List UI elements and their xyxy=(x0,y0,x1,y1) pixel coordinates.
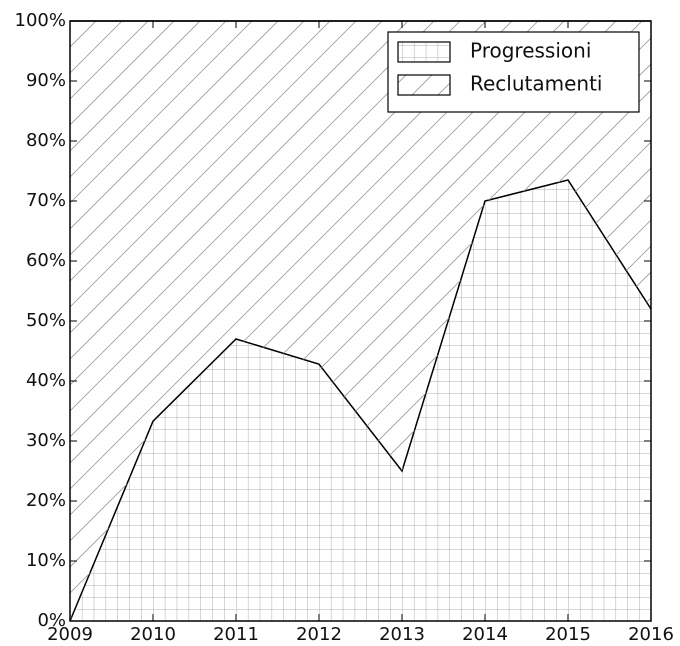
area xyxy=(70,180,651,621)
y-tick-label: 0% xyxy=(37,610,66,631)
legend-swatch xyxy=(397,74,451,96)
y-tick-label: 80% xyxy=(26,130,66,151)
x-tick-label: 2014 xyxy=(462,624,508,645)
x-tick-label: 2016 xyxy=(628,624,674,645)
x-tick-label: 2010 xyxy=(130,624,176,645)
legend-label: Reclutamenti xyxy=(470,72,603,96)
x-tick-label: 2012 xyxy=(296,624,342,645)
y-tick-label: 100% xyxy=(15,10,66,31)
x-tick-label: 2009 xyxy=(47,624,93,645)
y-tick-label: 40% xyxy=(26,370,66,391)
x-tick-label: 2011 xyxy=(213,624,259,645)
y-tick-label: 70% xyxy=(26,190,66,211)
y-tick-label: 20% xyxy=(26,490,66,511)
x-tick-label: 2015 xyxy=(545,624,591,645)
y-tick-label: 60% xyxy=(26,250,66,271)
x-tick-label: 2013 xyxy=(379,624,425,645)
legend-swatch xyxy=(397,41,451,63)
area xyxy=(70,21,651,621)
y-tick-label: 10% xyxy=(26,550,66,571)
legend-label: Progressioni xyxy=(470,39,591,63)
y-tick-label: 30% xyxy=(26,430,66,451)
y-tick-label: 90% xyxy=(26,70,66,91)
y-tick-label: 50% xyxy=(26,310,66,331)
